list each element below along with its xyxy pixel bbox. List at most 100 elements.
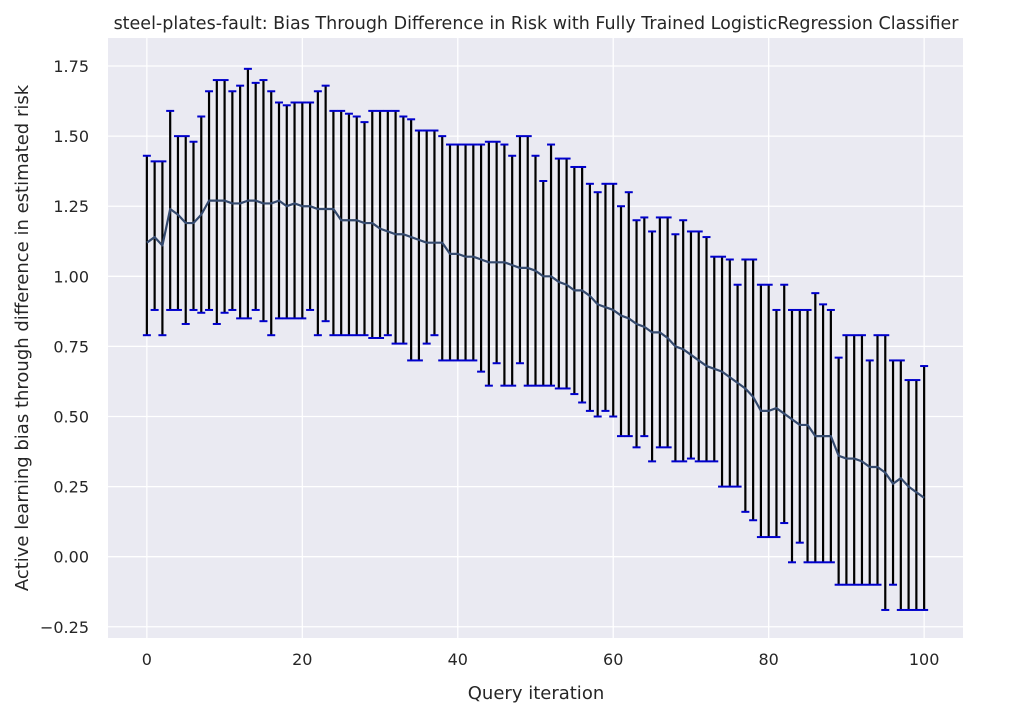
error-bar <box>710 255 719 463</box>
error-bar <box>150 160 159 311</box>
error-bar <box>492 140 501 365</box>
y-tick-label: −0.25 <box>40 618 89 637</box>
error-bar <box>803 308 812 564</box>
error-bar <box>632 219 641 449</box>
error-bar <box>212 79 221 325</box>
error-bar <box>228 90 237 311</box>
mean-line-group <box>146 199 925 499</box>
error-bar <box>671 233 680 463</box>
error-bar <box>422 129 431 345</box>
y-tick-label: 0.75 <box>53 337 89 356</box>
error-bar <box>243 67 252 320</box>
x-tick-label: 0 <box>142 650 152 669</box>
y-tick-label: 1.50 <box>53 127 89 146</box>
y-tick-label: 0.50 <box>53 408 89 427</box>
error-bar <box>819 303 828 564</box>
error-bar <box>158 160 167 337</box>
error-bar <box>313 90 322 337</box>
error-bar <box>857 334 866 586</box>
x-axis-ticks: 0 20 40 60 80 100 <box>142 650 940 669</box>
error-bar <box>686 230 695 460</box>
error-bar <box>337 109 346 337</box>
error-bar <box>850 334 859 586</box>
error-bar <box>298 101 307 320</box>
error-bar <box>702 236 711 463</box>
error-bar <box>624 191 633 438</box>
error-bar <box>407 118 416 362</box>
y-tick-label: 1.75 <box>53 57 89 76</box>
x-tick-label: 80 <box>759 650 779 669</box>
error-bar <box>795 308 804 544</box>
error-bar <box>554 157 563 390</box>
error-bar <box>648 230 657 463</box>
error-bar <box>251 81 260 311</box>
error-bar <box>508 154 517 387</box>
error-bar <box>523 135 532 387</box>
mean-line <box>146 199 925 499</box>
error-bar <box>694 230 703 463</box>
error-bar <box>539 179 548 387</box>
y-tick-label: 1.25 <box>53 197 89 216</box>
error-bar <box>414 129 423 362</box>
x-tick-label: 20 <box>292 650 312 669</box>
error-bar <box>904 379 913 611</box>
error-bar <box>477 143 486 373</box>
error-bar <box>321 84 330 323</box>
error-bar <box>142 154 151 337</box>
error-bar <box>772 308 781 539</box>
error-bar <box>889 359 898 586</box>
error-bar <box>547 143 556 387</box>
error-bar <box>741 258 750 513</box>
error-bar <box>601 182 610 412</box>
y-tick-label: 0.25 <box>53 478 89 497</box>
error-bar <box>236 84 245 320</box>
error-bar <box>609 182 618 418</box>
error-bar <box>679 219 688 463</box>
error-bar <box>181 135 190 325</box>
error-bar <box>865 359 874 586</box>
error-bar <box>570 165 579 396</box>
error-bar <box>360 121 369 337</box>
error-bar <box>780 283 789 525</box>
error-bar <box>376 109 385 339</box>
error-bar <box>749 258 758 522</box>
y-tick-label: 1.00 <box>53 267 89 286</box>
error-bar <box>173 135 182 311</box>
error-bar <box>290 101 299 320</box>
error-bar <box>663 216 672 449</box>
error-bar <box>453 143 462 362</box>
error-bar <box>391 109 400 345</box>
error-bar <box>329 109 338 337</box>
error-bar <box>842 334 851 586</box>
x-tick-label: 100 <box>909 650 940 669</box>
error-bar <box>896 359 905 611</box>
error-bar <box>282 104 291 320</box>
error-bar <box>617 205 625 438</box>
y-tick-label: 0.00 <box>53 548 89 567</box>
chart-title: steel-plates-fault: Bias Through Differe… <box>114 14 960 34</box>
error-bars <box>142 67 929 611</box>
error-bar <box>267 90 276 337</box>
error-bar <box>733 283 742 488</box>
error-bar <box>469 143 478 362</box>
y-axis-label: Active learning bias through difference … <box>12 84 33 591</box>
error-bar <box>352 115 361 337</box>
error-bar <box>220 79 229 314</box>
x-tick-label: 40 <box>448 650 468 669</box>
x-tick-label: 60 <box>603 650 623 669</box>
error-bar <box>275 101 283 320</box>
error-bar <box>438 135 447 362</box>
error-bar <box>430 129 439 337</box>
error-bar <box>873 334 882 586</box>
error-bar <box>578 165 587 404</box>
error-bar <box>484 140 493 387</box>
error-bar <box>189 140 198 311</box>
error-bar <box>399 115 408 345</box>
error-bar <box>461 143 470 362</box>
error-bar <box>811 292 820 564</box>
error-bar <box>920 365 929 611</box>
error-bar <box>562 157 571 390</box>
error-bar <box>788 308 796 564</box>
